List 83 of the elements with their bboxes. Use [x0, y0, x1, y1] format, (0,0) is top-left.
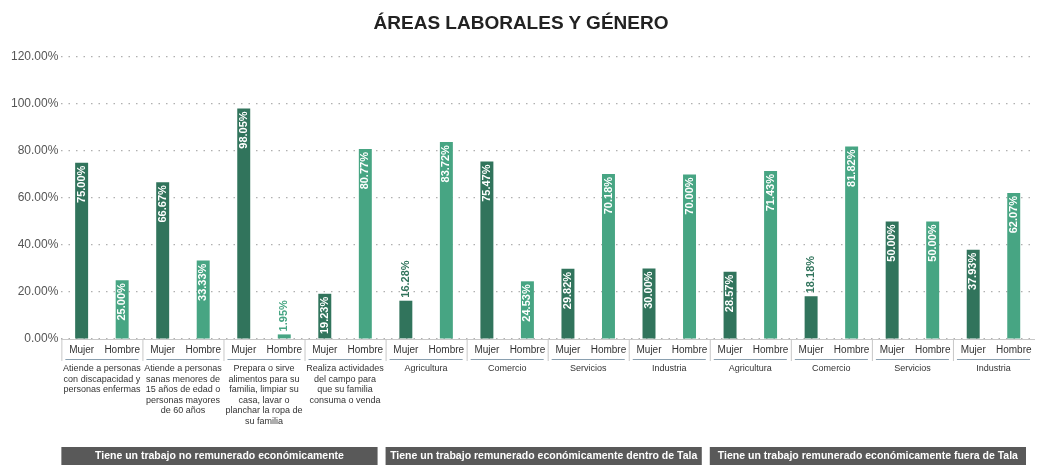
x-tick-label: Industria	[976, 363, 1011, 374]
text: Hombre	[833, 343, 870, 355]
text: Mujer	[555, 343, 581, 355]
x-tick-label: Prepara o sirve alimentos para su familia, limpiar su casa, lavar o planchar la ropa de su familia	[225, 363, 303, 426]
text: Mujer	[717, 343, 743, 355]
bar	[683, 174, 697, 339]
x-tick-label: Realiza actividades del campo para que su familia consuma o venda	[306, 363, 385, 405]
x-tick-label: Agricultura	[404, 363, 448, 374]
y-tick-label: 60.00%	[17, 190, 59, 205]
text: Mujer	[879, 343, 905, 355]
text: Tiene un trabajo remunerado económicamente dentro de Tala	[390, 448, 698, 461]
text: Hombre	[590, 343, 627, 355]
data-label: 75.47%	[479, 164, 492, 202]
bar	[439, 142, 453, 339]
x-tick-label: Agricultura	[728, 363, 772, 374]
bar	[237, 108, 251, 339]
series-label: Mujer	[150, 343, 176, 355]
text: Hombre	[671, 343, 708, 355]
data-label: 66.67%	[155, 185, 168, 223]
bar	[358, 149, 372, 339]
text: Mujer	[312, 343, 338, 355]
data-label: 25.00%	[115, 282, 128, 321]
bar	[804, 296, 818, 339]
text: Hombre	[752, 343, 789, 355]
data-label: 50.00%	[925, 224, 938, 262]
data-label: 24.53%	[520, 284, 533, 322]
text: Hombre	[347, 343, 384, 355]
data-label: 70.00%	[682, 177, 695, 215]
data-label: 62.07%	[1006, 195, 1019, 234]
y-tick-label: 40.00%	[17, 237, 59, 252]
x-tick-label: Servicios	[569, 363, 607, 374]
data-label: 19.23%	[317, 296, 330, 335]
bar	[601, 173, 615, 339]
x-tick-label: Atiende a personas sanas menores de 15 años de edad o personas mayores de 60 años	[144, 363, 223, 416]
x-tick-label: Servicios	[894, 363, 932, 374]
bar	[277, 334, 291, 339]
data-label: 75.00%	[74, 165, 87, 203]
x-tick-label: Atiende a personas con discapacidad y personas enfermas	[63, 363, 142, 395]
data-label: 81.82%	[844, 149, 857, 187]
data-label: 16.28%	[398, 260, 411, 298]
text: Hombre	[428, 343, 465, 355]
data-label: 98.05%	[236, 111, 249, 149]
x-tick-label: Industria	[652, 363, 687, 374]
text: Hombre	[266, 343, 303, 355]
text: Mujer	[231, 343, 257, 355]
data-label: 50.00%	[885, 224, 898, 262]
text: Tiene un trabajo no remunerado económicamente	[95, 448, 345, 461]
y-tick-label: 0.00%	[24, 331, 59, 346]
text: Mujer	[69, 343, 95, 355]
text: Hombre	[914, 343, 951, 355]
data-label: 29.82%	[560, 271, 573, 310]
chart-title: ÁREAS LABORALES Y GÉNERO	[373, 11, 669, 33]
x-tick-label: Comercio	[487, 363, 527, 374]
data-label: 83.72%	[439, 144, 452, 183]
data-label: 80.77%	[358, 151, 371, 190]
data-label: 1.95%	[277, 300, 290, 332]
text: Hombre	[509, 343, 546, 355]
data-label: 28.57%	[723, 274, 736, 313]
data-label: 18.18%	[804, 255, 817, 294]
text: Hombre	[185, 343, 221, 355]
data-label: 37.93%	[966, 252, 979, 291]
text: Mujer	[636, 343, 662, 355]
text: Tiene un trabajo remunerado económicamente fuera de Tala	[717, 448, 1019, 461]
text: Mujer	[798, 343, 824, 355]
text: Mujer	[960, 343, 986, 355]
data-label: 70.18%	[601, 176, 614, 215]
x-tick-label: Comercio	[812, 363, 851, 374]
y-tick-label: 20.00%	[17, 284, 59, 299]
bar	[764, 171, 778, 339]
series-label: Hombre	[104, 343, 141, 355]
text: Mujer	[393, 343, 419, 355]
bar	[845, 146, 859, 339]
data-label: 30.00%	[642, 271, 655, 309]
data-label: 33.33%	[196, 263, 209, 301]
bar	[399, 300, 413, 339]
y-tick-label: 80.00%	[17, 143, 59, 158]
text: Hombre	[995, 343, 1032, 355]
text: Mujer	[474, 343, 500, 355]
bar	[75, 162, 89, 339]
y-tick-label: 100.00%	[11, 96, 59, 111]
data-label: 71.43%	[763, 173, 776, 212]
y-tick-label: 120.00%	[11, 49, 59, 64]
bar	[480, 161, 494, 339]
